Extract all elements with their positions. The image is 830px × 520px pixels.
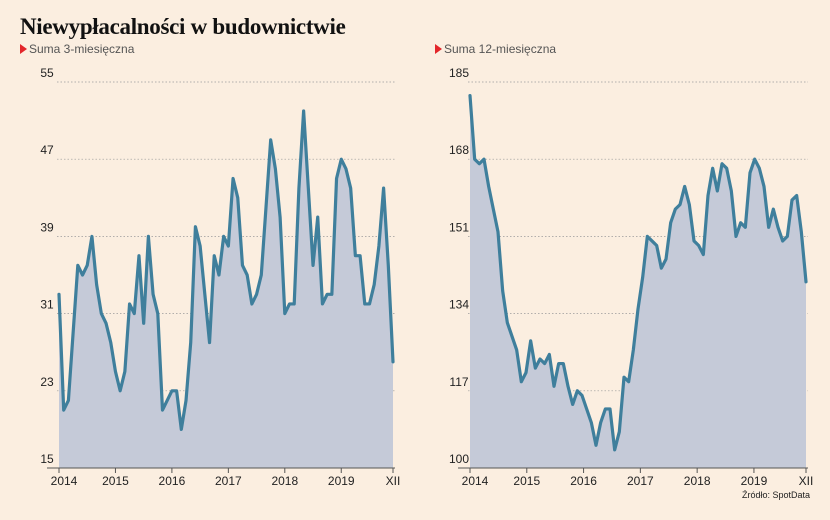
y-tick-label: 31 — [40, 298, 54, 312]
y-tick-label: 151 — [449, 220, 469, 234]
x-tick-label: 2018 — [271, 474, 298, 488]
y-tick-label: 134 — [449, 298, 469, 312]
x-tick-label: 2019 — [328, 474, 355, 488]
x-tick-label: 2016 — [570, 474, 597, 488]
y-tick-label: 47 — [40, 143, 54, 157]
subtitle-right: Suma 12-miesięczna — [435, 42, 556, 56]
y-tick-label: 15 — [40, 452, 54, 466]
series-area — [59, 110, 393, 468]
series-line — [57, 109, 395, 431]
x-tick-label: 2019 — [741, 474, 768, 488]
x-tick-label: 2014 — [462, 474, 489, 488]
y-tick-label: 39 — [40, 220, 54, 234]
subtitle-left: Suma 3-miesięczna — [20, 42, 134, 56]
subtitle-left-text: Suma 3-miesięczna — [29, 42, 135, 56]
y-tick-label: 168 — [449, 143, 469, 157]
series-line — [468, 94, 808, 452]
subtitle-right-text: Suma 12-miesięczna — [444, 42, 557, 56]
y-tick-label: 117 — [449, 375, 468, 389]
x-tick-label: 2018 — [684, 474, 711, 488]
source-note: Źródło: SpotData — [741, 490, 810, 500]
red-triangle-icon — [20, 44, 27, 54]
x-tick-label: XII — [799, 474, 814, 488]
x-tick-label: 2014 — [51, 474, 78, 488]
x-tick-label: 2015 — [513, 474, 540, 488]
y-tick-label: 55 — [40, 66, 54, 80]
x-tick-label: 2015 — [102, 474, 129, 488]
x-tick-label: 2017 — [627, 474, 654, 488]
y-tick-label: 185 — [449, 66, 469, 80]
x-tick-label: XII — [386, 474, 401, 488]
red-triangle-icon — [435, 44, 442, 54]
y-tick-label: 100 — [449, 452, 469, 466]
x-tick-label: 2017 — [215, 474, 242, 488]
x-tick-label: 2016 — [159, 474, 186, 488]
chart-title: Niewypłacalności w budownictwie — [20, 14, 346, 39]
series-area — [470, 95, 806, 469]
y-tick-label: 23 — [40, 375, 54, 389]
